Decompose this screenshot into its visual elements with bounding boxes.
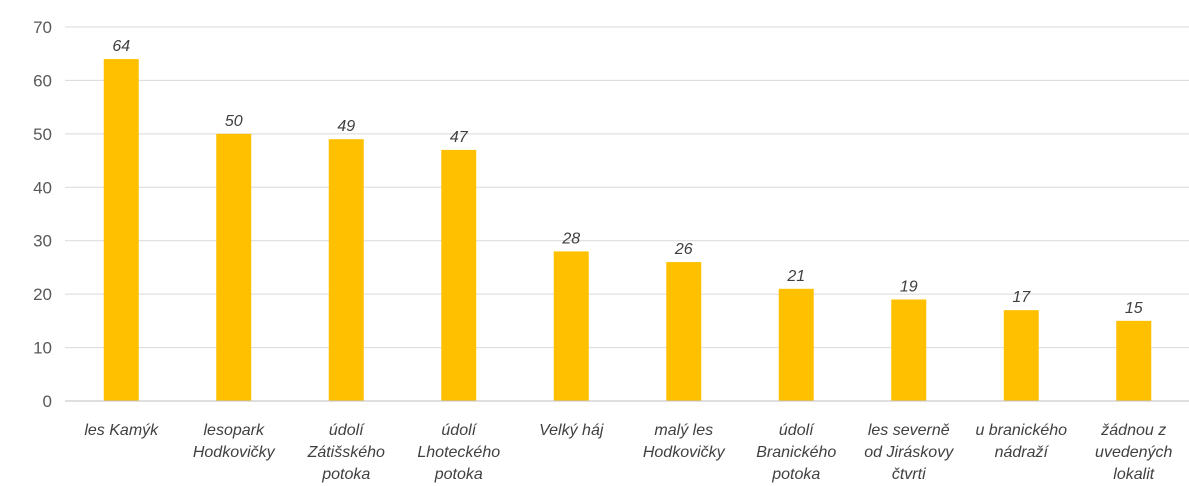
data-label: 47 xyxy=(450,129,469,146)
y-tick-label: 10 xyxy=(33,339,52,358)
x-tick-label-line: žádnou z xyxy=(1100,422,1166,439)
data-label: 26 xyxy=(674,241,693,258)
y-tick-label: 20 xyxy=(33,285,52,304)
x-axis-ticks: les Kamýk lesopark Hodkovičky údolí Zátišské… xyxy=(84,422,1172,483)
x-tick-label: les severně od Jiráskovy čtvrti xyxy=(864,422,954,483)
bar xyxy=(553,251,589,401)
bar xyxy=(1116,320,1152,401)
data-label: 49 xyxy=(337,118,355,135)
data-labels: 64 50 49 47 28 26 21 19 17 15 xyxy=(112,38,1142,317)
bar xyxy=(103,59,139,402)
y-tick-label: 0 xyxy=(43,392,52,411)
data-label: 17 xyxy=(1012,289,1031,306)
x-tick-label-line: les severně xyxy=(868,422,950,439)
data-label: 21 xyxy=(786,268,805,285)
x-tick-label: lesopark Hodkovičky xyxy=(193,422,276,461)
y-tick-label: 70 xyxy=(33,18,52,37)
x-tick-label-line: Lhoteckého xyxy=(417,444,500,461)
data-label: 28 xyxy=(561,230,580,247)
x-tick-label-line: u branického xyxy=(975,422,1067,439)
bars xyxy=(103,59,1152,402)
x-tick-label: údolí Lhoteckého potoka xyxy=(417,422,500,483)
x-tick-label-line: nádraží xyxy=(995,444,1050,461)
bar xyxy=(441,149,477,401)
x-tick-label-line: od Jiráskovy xyxy=(864,444,954,461)
x-tick-label: les Kamýk xyxy=(84,422,159,439)
x-tick-label: údolí Branického potoka xyxy=(756,422,836,483)
x-tick-label-line: Hodkovičky xyxy=(193,444,276,461)
x-tick-label-line: Branického xyxy=(756,444,836,461)
x-tick-label-line: potoka xyxy=(321,466,370,483)
bar xyxy=(891,299,927,401)
y-tick-label: 40 xyxy=(33,178,52,197)
bar xyxy=(328,139,364,401)
x-tick-label-line: lokalit xyxy=(1113,466,1154,483)
data-label: 15 xyxy=(1125,300,1143,317)
y-tick-label: 60 xyxy=(33,71,52,90)
data-label: 19 xyxy=(900,278,918,295)
x-tick-label-line: malý les xyxy=(654,422,713,439)
x-tick-label: údolí Zátišského potoka xyxy=(307,422,385,483)
x-tick-label-line: les Kamýk xyxy=(84,422,159,439)
bar xyxy=(778,288,814,401)
x-tick-label-line: lesopark xyxy=(204,422,265,439)
x-tick-label: žádnou z uvedených lokalit xyxy=(1095,422,1172,483)
x-tick-label-line: čtvrti xyxy=(892,466,926,483)
x-tick-label-line: údolí xyxy=(329,422,365,439)
x-tick-label-line: uvedených xyxy=(1095,444,1172,461)
data-label: 64 xyxy=(112,38,130,55)
x-tick-label-line: Zátišského xyxy=(307,444,385,461)
x-tick-label-line: Velký háj xyxy=(539,422,604,439)
x-tick-label-line: údolí xyxy=(779,422,815,439)
bar xyxy=(1003,310,1039,401)
gridlines xyxy=(65,26,1189,349)
data-label: 50 xyxy=(225,113,243,130)
x-tick-label-line: údolí xyxy=(441,422,477,439)
y-tick-label: 30 xyxy=(33,232,52,251)
x-tick-label-line: potoka xyxy=(434,466,483,483)
x-tick-label-line: potoka xyxy=(771,466,820,483)
bar xyxy=(666,262,702,401)
x-tick-label: u branického nádraží xyxy=(975,422,1067,461)
y-tick-label: 50 xyxy=(33,125,52,144)
y-axis-ticks: 0 10 20 30 40 50 60 70 xyxy=(33,18,52,411)
bar xyxy=(216,133,252,401)
x-tick-label: Velký háj xyxy=(539,422,604,439)
x-tick-label: malý les Hodkovičky xyxy=(643,422,726,461)
x-tick-label-line: Hodkovičky xyxy=(643,444,726,461)
